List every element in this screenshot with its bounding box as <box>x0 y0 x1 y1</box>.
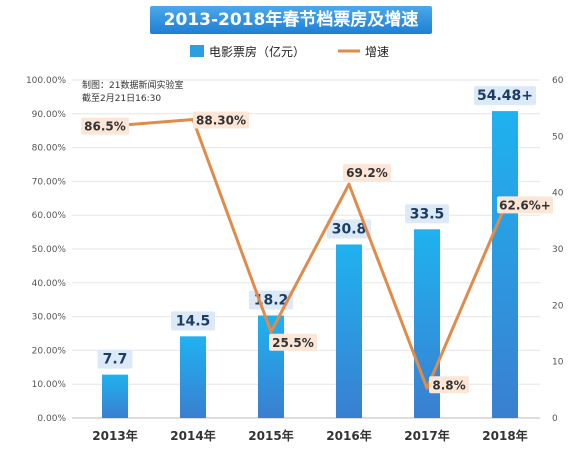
line-label-box <box>497 196 553 214</box>
left-axis-tick-label: 40.00% <box>32 279 67 289</box>
line-label-box <box>193 111 249 129</box>
x-axis-tick-label: 2017年 <box>404 428 449 443</box>
left-axis-tick-label: 20.00% <box>32 346 67 356</box>
left-axis-tick-label: 30.00% <box>32 313 67 323</box>
bar-data-label: 33.5 <box>410 206 445 222</box>
legend-bar-swatch <box>190 45 204 57</box>
right-axis-tick-label: 20 <box>552 301 564 311</box>
left-axis-tick-label: 100.00% <box>26 76 66 86</box>
bar-label-box <box>327 219 371 239</box>
chart-note: 制图：21数据新闻实验室 <box>82 79 183 91</box>
left-axis-tick-label: 70.00% <box>32 177 67 187</box>
line-label-box <box>343 164 391 182</box>
left-axis-tick-label: 80.00% <box>32 144 67 154</box>
bar-label-box <box>474 86 536 106</box>
line-data-label: 86.5% <box>84 120 126 134</box>
legend-line-label: 增速 <box>365 45 389 59</box>
bar-data-label: 30.8 <box>332 221 367 237</box>
line-data-label: 8.8% <box>432 378 465 392</box>
line-data-label: 88.30% <box>196 114 246 128</box>
right-axis-tick-label: 40 <box>552 189 564 199</box>
left-axis-tick-label: 60.00% <box>32 211 67 221</box>
left-axis-tick-label: 50.00% <box>32 245 67 255</box>
line-data-label: 25.5% <box>272 336 314 350</box>
right-axis-tick-label: 50 <box>552 132 564 142</box>
bar-label-box <box>171 311 215 331</box>
line-data-label: 69.2% <box>346 166 388 180</box>
growth-line <box>114 118 507 390</box>
line-label-box <box>81 117 129 135</box>
x-axis-tick-label: 2018年 <box>482 428 527 443</box>
chart-note: 截至2月21日16:30 <box>82 92 161 104</box>
x-axis-tick-label: 2013年 <box>92 428 137 443</box>
bar <box>492 111 518 418</box>
x-axis-tick-label: 2015年 <box>248 428 293 443</box>
line-label-box <box>269 333 317 351</box>
x-axis-tick-label: 2014年 <box>170 428 215 443</box>
bar <box>180 336 206 418</box>
right-axis-tick-label: 30 <box>552 245 564 255</box>
bar-data-label: 7.7 <box>103 352 128 368</box>
left-axis-tick-label: 90.00% <box>32 110 67 120</box>
left-axis-tick-label: 0.00% <box>37 414 66 424</box>
right-axis-tick-label: 10 <box>552 358 564 368</box>
legend-bar-label: 电影票房（亿元） <box>209 44 305 59</box>
chart-title: 2013-2018年春节档票房及增速 <box>150 6 432 34</box>
bar-label-box <box>97 349 133 369</box>
x-axis-tick-label: 2016年 <box>326 428 371 443</box>
bar-data-label: 14.5 <box>176 313 211 329</box>
bar-data-label: 54.48+ <box>477 88 533 104</box>
bar <box>336 244 362 418</box>
bar <box>102 374 128 418</box>
line-label-box <box>429 376 469 394</box>
line-data-label: 62.6%+ <box>499 198 551 212</box>
bar-label-box <box>405 204 449 224</box>
right-axis-tick-label: 60 <box>552 76 564 86</box>
left-axis-tick-label: 10.00% <box>32 380 67 390</box>
right-axis-tick-label: 0 <box>552 414 558 424</box>
